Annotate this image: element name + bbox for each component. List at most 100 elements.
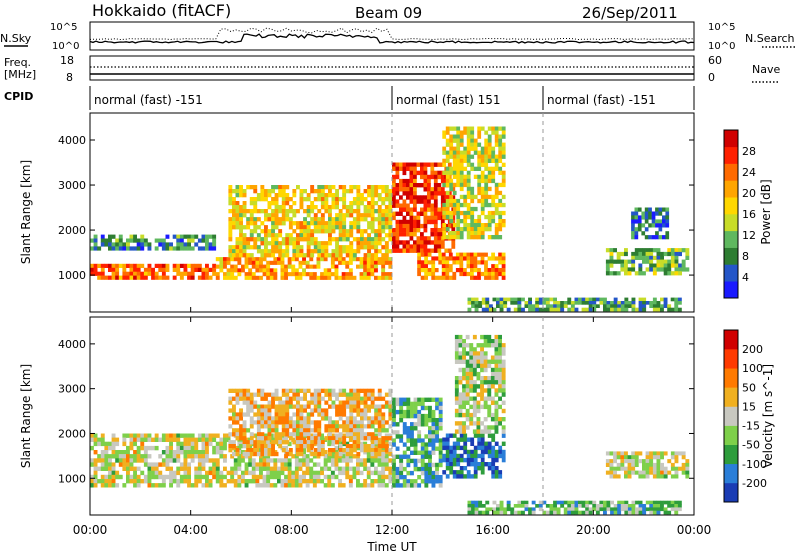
power-cell: [356, 213, 361, 218]
velocity-cell: [473, 457, 478, 463]
velocity-cell: [317, 424, 322, 429]
velocity-cell: [93, 437, 98, 442]
velocity-cell: [388, 466, 393, 471]
power-cell: [470, 256, 474, 261]
velocity-cell: [442, 445, 447, 451]
velocity-cell: [384, 428, 389, 433]
power-cell: [442, 202, 447, 208]
power-cell: [381, 201, 386, 206]
velocity-cell: [241, 474, 245, 480]
velocity-cell: [381, 420, 386, 425]
velocity-cell: [480, 359, 484, 364]
power-cell: [433, 240, 438, 245]
power-cell: [352, 275, 357, 280]
velocity-cell: [104, 462, 109, 467]
power-cell: [473, 268, 478, 273]
velocity-cell: [603, 504, 607, 508]
velocity-cell: [490, 355, 495, 360]
velocity-cell: [244, 483, 249, 488]
velocity-cell: [267, 404, 272, 409]
velocity-cell: [215, 441, 220, 447]
velocity-cell: [294, 458, 299, 463]
velocity-cell: [194, 483, 199, 488]
velocity-cell: [256, 388, 261, 393]
velocity-cell: [345, 474, 350, 480]
power-cell: [444, 195, 449, 200]
velocity-cell: [458, 376, 463, 381]
velocity-cell: [462, 400, 466, 405]
velocity-cell: [494, 388, 499, 393]
velocity-cell: [413, 462, 418, 468]
power-cell: [617, 307, 622, 312]
velocity-cell: [310, 428, 315, 433]
velocity-cell: [341, 433, 346, 438]
power-cell: [681, 267, 686, 272]
power-cell: [296, 209, 300, 214]
velocity-cell: [667, 459, 672, 464]
power-cell: [449, 150, 454, 155]
power-cell: [466, 202, 471, 208]
velocity-cell: [285, 440, 290, 445]
velocity-cell: [151, 483, 155, 488]
power-cell: [470, 271, 474, 277]
power-cell: [466, 235, 471, 240]
velocity-cell: [420, 479, 425, 484]
cpid-row: CPID normal (fast) -151 normal (fast) 151…: [4, 86, 695, 110]
velocity-cell: [649, 510, 654, 515]
power-cell: [97, 263, 102, 268]
velocity-cell: [627, 455, 632, 460]
velocity-cell: [458, 392, 463, 397]
velocity-cell: [465, 334, 470, 340]
power-cell: [492, 307, 497, 312]
power-cell: [271, 225, 275, 230]
velocity-cell: [428, 462, 432, 468]
velocity-cell: [201, 445, 206, 451]
power-cell: [179, 238, 184, 243]
power-cell: [433, 223, 438, 229]
power-cell: [392, 236, 396, 241]
power-cell: [278, 245, 283, 250]
velocity-cell: [420, 422, 425, 427]
power-cell: [431, 264, 436, 269]
power-cell: [494, 227, 499, 232]
power-cell: [118, 246, 123, 251]
power-cell: [267, 193, 272, 198]
velocity-cell: [253, 420, 258, 425]
power-cell: [292, 245, 297, 250]
velocity-cell: [674, 500, 679, 505]
velocity-cell: [266, 474, 271, 480]
power-cell: [108, 275, 112, 280]
power-cell: [656, 301, 661, 305]
power-cell: [100, 242, 105, 247]
velocity-cell: [491, 470, 496, 475]
power-cell: [320, 272, 324, 277]
velocity-cell: [494, 449, 499, 455]
power-cell: [402, 244, 407, 249]
velocity-cell: [471, 507, 475, 512]
power-cell: [201, 234, 206, 239]
power-cell: [266, 268, 271, 273]
power-cell: [208, 275, 213, 280]
velocity-cell: [136, 450, 141, 455]
velocity-cell: [462, 412, 466, 418]
velocity-cell: [472, 380, 477, 385]
power-cell: [228, 249, 233, 254]
velocity-cell: [462, 392, 466, 397]
power-cell: [271, 229, 275, 234]
power-cell: [381, 229, 386, 234]
velocity-cell: [320, 396, 325, 401]
velocity-cell: [610, 510, 614, 515]
velocity-cell: [342, 408, 347, 413]
velocity-cell: [656, 504, 661, 508]
velocity-cell: [324, 388, 329, 393]
power-cell: [494, 190, 499, 196]
power-cell: [374, 185, 379, 190]
velocity-cell: [331, 424, 336, 429]
power-cell: [374, 264, 378, 269]
power-cell: [281, 201, 286, 206]
velocity-cell: [215, 474, 220, 480]
velocity-cell: [431, 397, 436, 402]
velocity-cell: [528, 510, 532, 515]
velocity-cell: [374, 404, 379, 409]
power-cell: [359, 264, 364, 269]
